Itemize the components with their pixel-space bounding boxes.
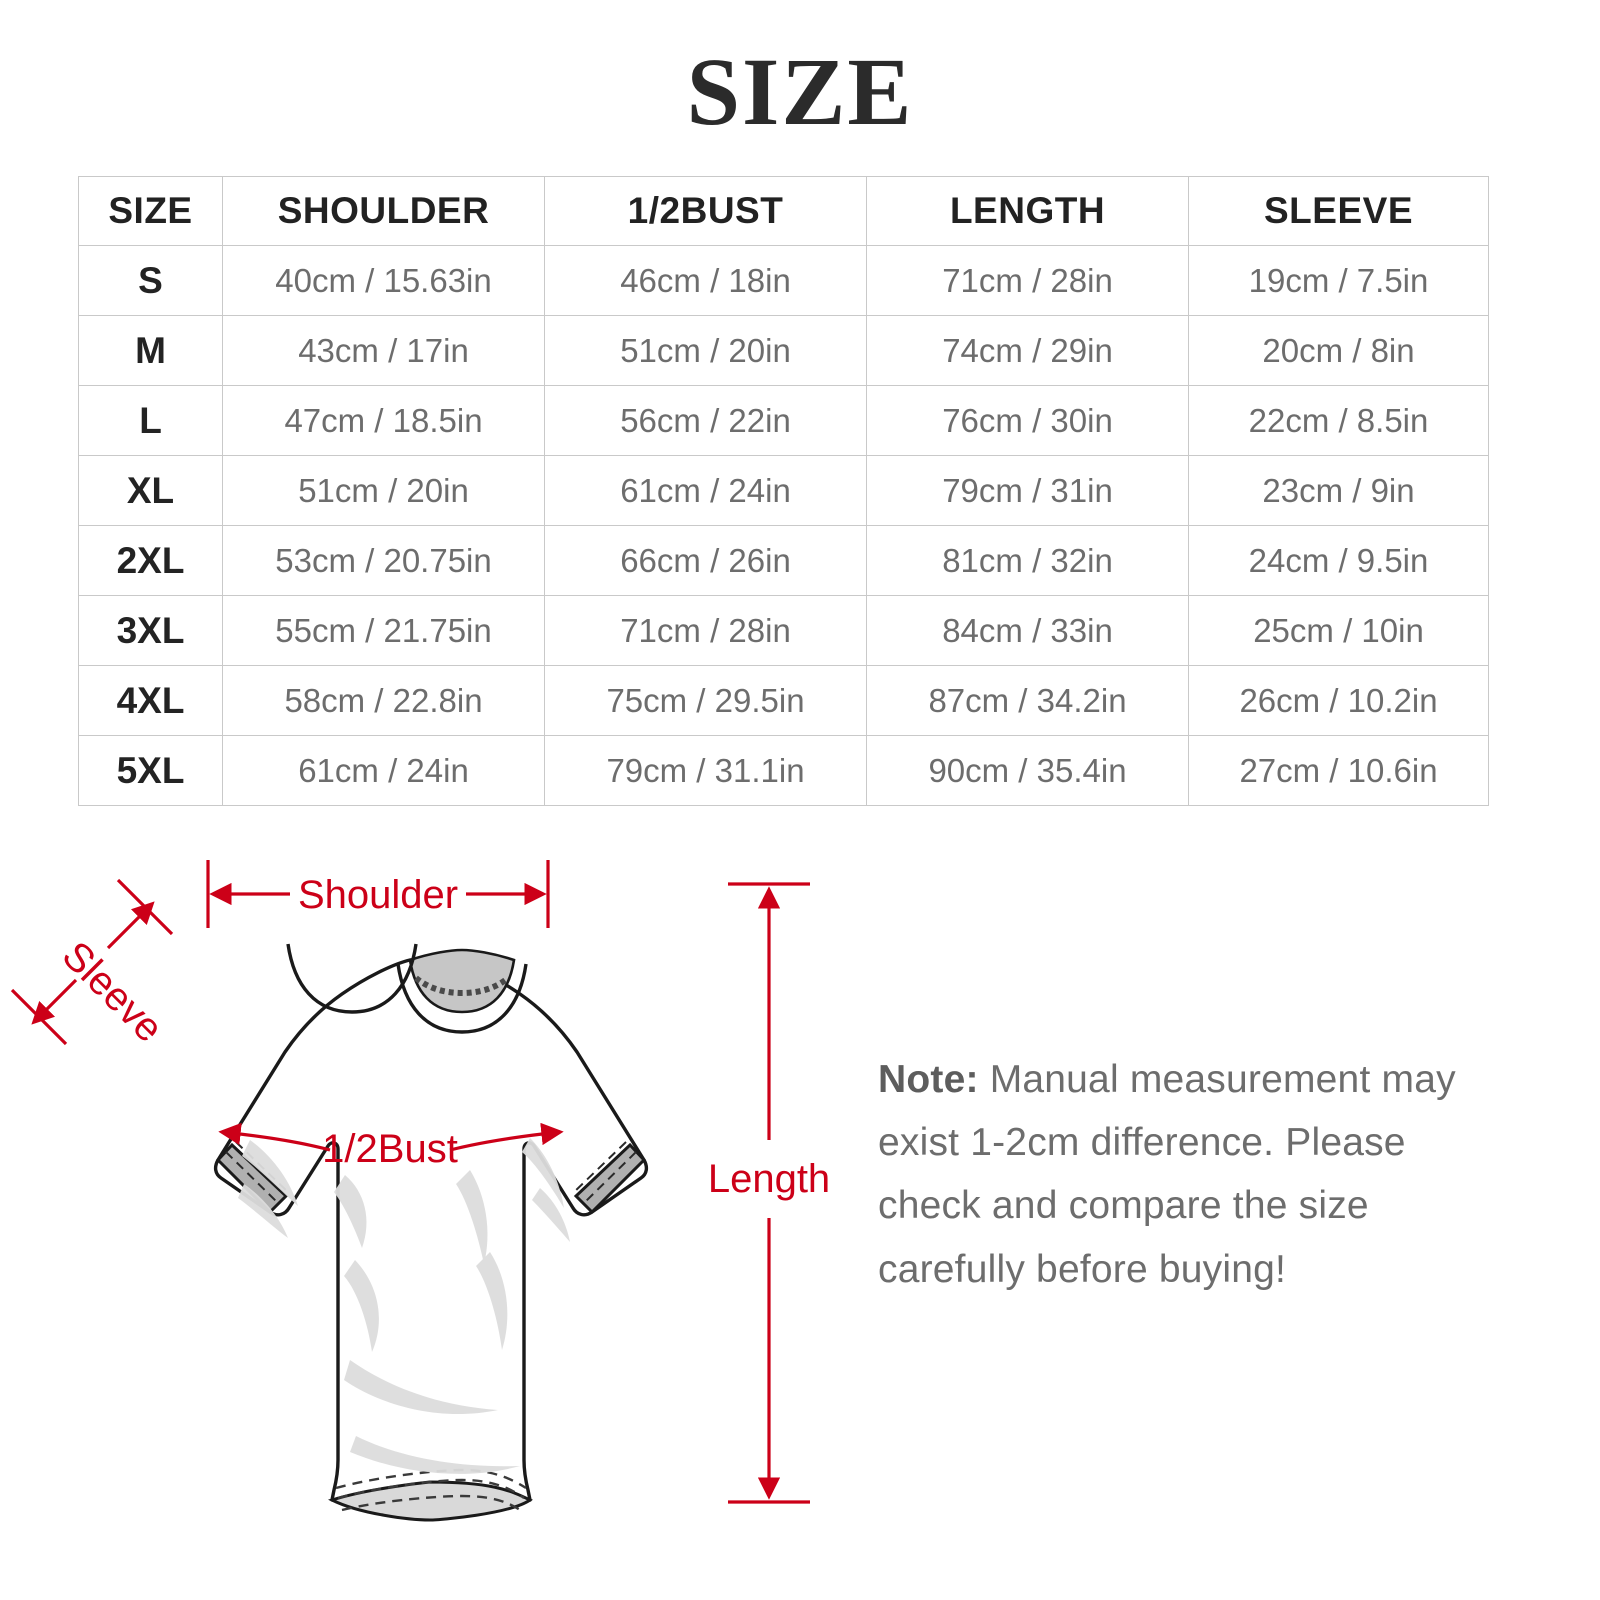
cell-shoulder: 58cm / 22.8in [222,665,545,736]
cell-bust: 56cm / 22in [544,385,867,456]
bust-measurement [218,1122,564,1152]
cell-length: 76cm / 30in [866,385,1189,456]
column-header-bust: 1/2BUST [544,176,867,246]
cell-size: L [78,385,223,456]
cell-sleeve: 20cm / 8in [1188,315,1489,386]
cell-sleeve: 23cm / 9in [1188,455,1489,526]
table-row: L 47cm / 18.5in 56cm / 22in 76cm / 30in … [78,385,1489,456]
cell-size: 4XL [78,665,223,736]
cell-shoulder: 61cm / 24in [222,735,545,806]
column-header-length: LENGTH [866,176,1189,246]
bust-label: 1/2Bust [322,1127,458,1171]
cell-length: 84cm / 33in [866,595,1189,666]
cell-length: 71cm / 28in [866,245,1189,316]
cell-shoulder: 43cm / 17in [222,315,545,386]
shoulder-label: Shoulder [298,873,458,917]
sleeve-label: Sleeve [54,933,172,1051]
tshirt-collar-band [286,943,418,1014]
sleeve-arrow-upper [106,901,155,950]
table-row: XL 51cm / 20in 61cm / 24in 79cm / 31in 2… [78,455,1489,526]
note-label: Note: [878,1058,979,1101]
tshirt-illustration [213,943,649,1522]
tshirt-collar-inner [408,948,516,1014]
table-body: S 40cm / 15.63in 46cm / 18in 71cm / 28in… [78,245,1489,806]
cell-length: 90cm / 35.4in [866,735,1189,806]
cell-bust: 46cm / 18in [544,245,867,316]
length-label: Length [708,1157,830,1201]
cell-size: 2XL [78,525,223,596]
cell-bust: 66cm / 26in [544,525,867,596]
table-header: SIZE SHOULDER 1/2BUST LENGTH SLEEVE [78,176,1489,246]
cell-size: XL [78,455,223,526]
cell-sleeve: 24cm / 9.5in [1188,525,1489,596]
cell-sleeve: 22cm / 8.5in [1188,385,1489,456]
table-row: S 40cm / 15.63in 46cm / 18in 71cm / 28in… [78,245,1489,316]
cell-bust: 79cm / 31.1in [544,735,867,806]
cell-length: 81cm / 32in [866,525,1189,596]
sleeve-cap-upper [116,878,174,936]
tshirt-collar-stitch [414,975,510,997]
tshirt-measurement-diagram: Shoulder Sleeve 1/2Bust Length [0,840,880,1580]
table-row: 3XL 55cm / 21.75in 71cm / 28in 84cm / 33… [78,595,1489,666]
column-header-shoulder: SHOULDER [222,176,545,246]
cell-length: 87cm / 34.2in [866,665,1189,736]
cell-bust: 61cm / 24in [544,455,867,526]
cell-bust: 71cm / 28in [544,595,867,666]
tshirt-right-cuff [571,1141,647,1215]
length-measurement [728,882,810,1504]
size-chart-table: SIZE SHOULDER 1/2BUST LENGTH SLEEVE S 40… [78,176,1489,806]
column-header-size: SIZE [78,176,223,246]
cell-bust: 75cm / 29.5in [544,665,867,736]
bust-arrow-left [218,1122,331,1152]
table-row: 2XL 53cm / 20.75in 66cm / 26in 81cm / 32… [78,525,1489,596]
table-row: 4XL 58cm / 22.8in 75cm / 29.5in 87cm / 3… [78,665,1489,736]
size-chart-table-container: SIZE SHOULDER 1/2BUST LENGTH SLEEVE S 40… [78,176,1489,806]
cell-shoulder: 47cm / 18.5in [222,385,545,456]
cell-length: 74cm / 29in [866,315,1189,386]
cell-shoulder: 51cm / 20in [222,455,545,526]
cell-size: 3XL [78,595,223,666]
cell-sleeve: 25cm / 10in [1188,595,1489,666]
note-block: Note: Manual measurement may exist 1-2cm… [878,1048,1518,1301]
cell-shoulder: 40cm / 15.63in [222,245,545,316]
cell-sleeve: 19cm / 7.5in [1188,245,1489,316]
cell-shoulder: 53cm / 20.75in [222,525,545,596]
page-title: SIZE [686,38,914,145]
cell-size: 5XL [78,735,223,806]
cell-bust: 51cm / 20in [544,315,867,386]
cell-size: S [78,245,223,316]
cell-sleeve: 26cm / 10.2in [1188,665,1489,736]
cell-size: M [78,315,223,386]
cell-length: 79cm / 31in [866,455,1189,526]
note-text: Manual measurement may exist 1-2cm diffe… [878,1058,1456,1291]
table-header-row: SIZE SHOULDER 1/2BUST LENGTH SLEEVE [78,176,1489,246]
column-header-sleeve: SLEEVE [1188,176,1489,246]
tshirt-wrinkles [238,1138,570,1474]
shoulder-measurement [206,860,550,928]
table-row: M 43cm / 17in 51cm / 20in 74cm / 29in 20… [78,315,1489,386]
sleeve-arrow-lower [31,978,78,1025]
sleeve-measurement [10,878,174,1046]
bust-arrow-right [449,1122,564,1152]
cell-shoulder: 55cm / 21.75in [222,595,545,666]
table-row: 5XL 61cm / 24in 79cm / 31.1in 90cm / 35.… [78,735,1489,806]
cell-sleeve: 27cm / 10.6in [1188,735,1489,806]
tshirt-collar-band-outer [396,963,528,1034]
